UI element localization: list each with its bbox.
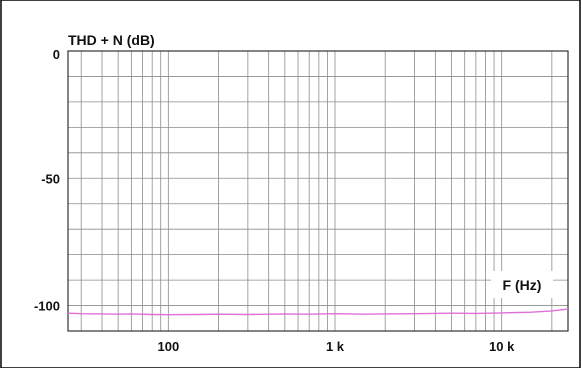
y-tick-label: 0 xyxy=(53,47,60,62)
y-tick-label: -100 xyxy=(34,299,60,314)
x-tick-label: 100 xyxy=(157,339,179,354)
y-tick-label: -50 xyxy=(41,171,60,186)
x-tick-label: 10 k xyxy=(489,339,515,354)
x-axis-title: F (Hz) xyxy=(503,277,542,293)
x-tick-label: 1 k xyxy=(326,339,345,354)
y-axis-title: THD + N (dB) xyxy=(68,32,155,48)
